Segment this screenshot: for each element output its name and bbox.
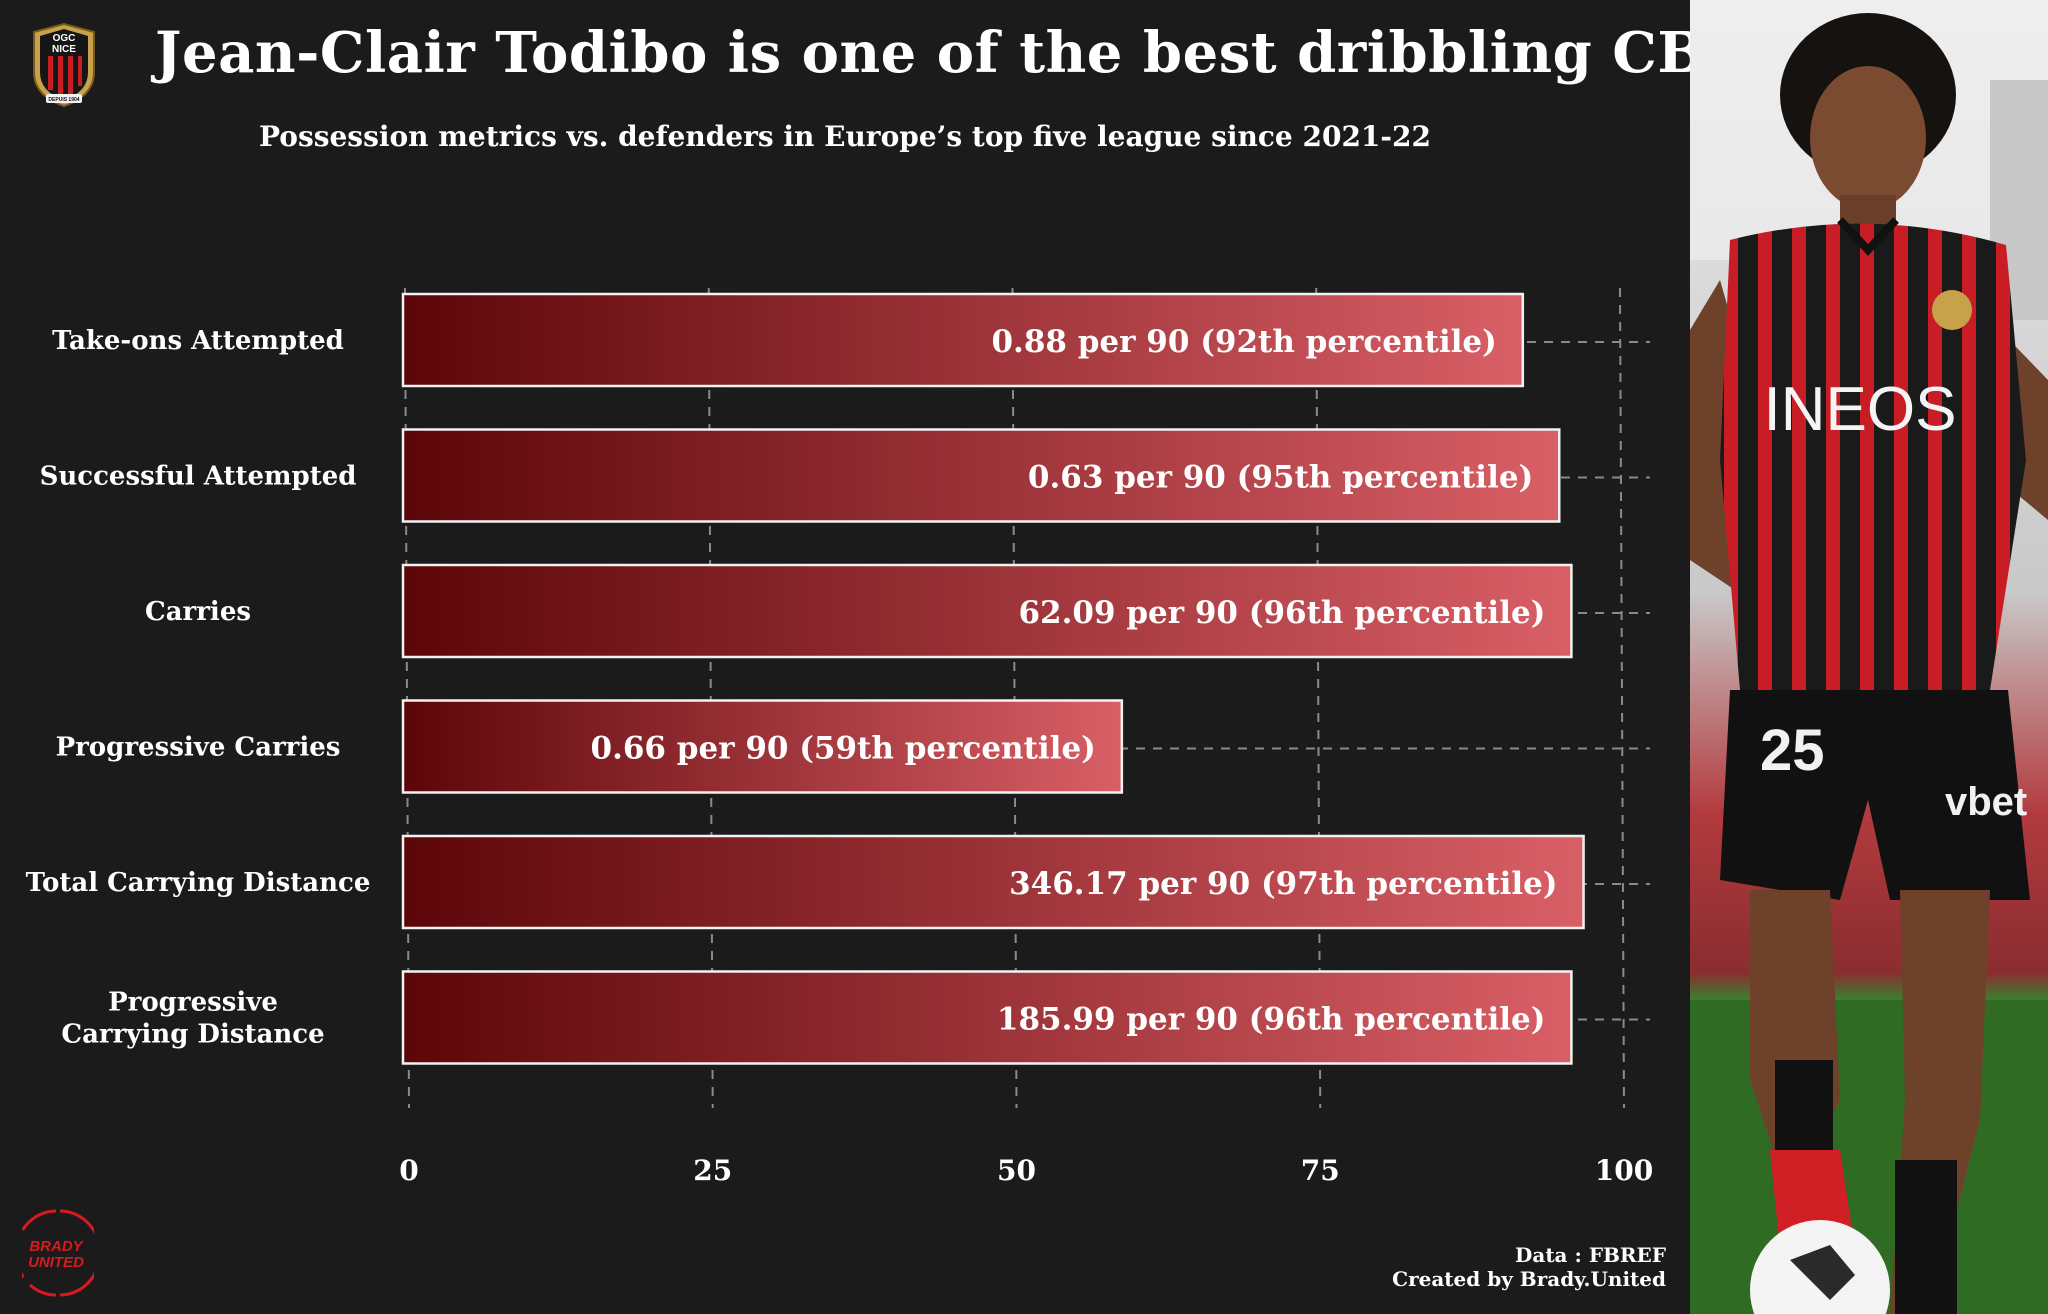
data-source: Data : FBREF — [1515, 1243, 1666, 1267]
category-label: Carries — [145, 597, 251, 627]
bar — [401, 292, 1525, 388]
bar-data-label: 0.66 per 90 (59th percentile) — [591, 731, 1096, 767]
bar-data-label: 185.99 per 90 (96th percentile) — [997, 1002, 1545, 1038]
x-tick-label: 75 — [1301, 1154, 1340, 1187]
badge-text-bottom: NICE — [52, 44, 76, 55]
bar — [401, 834, 1585, 930]
chart-subtitle: Possession metrics vs. defenders in Euro… — [258, 120, 1431, 153]
x-tick-label: 100 — [1595, 1154, 1653, 1187]
bar — [401, 563, 1573, 659]
brand-logo-line2: UNITED — [28, 1254, 84, 1271]
bars: 0.88 per 90 (92th percentile) 0.63 per 90… — [401, 292, 1585, 1065]
category-labels: Take-ons Attempted Successful Attempted Ca… — [26, 326, 371, 1050]
bar — [401, 428, 1561, 523]
player-photo-image: INEOS 25 vbet — [1690, 0, 2048, 1314]
x-tick-label: 25 — [693, 1154, 732, 1187]
category-label: Progressive Carrying Distance — [61, 988, 324, 1050]
shirt-sponsor-text: INEOS — [1764, 375, 1957, 444]
bar-data-label: 0.63 per 90 (95th percentile) — [1028, 460, 1533, 496]
shorts-number-text: 25 — [1760, 718, 1825, 783]
author-credit: Created by Brady.United — [1392, 1267, 1666, 1291]
bar-data-label: 62.09 per 90 (96th percentile) — [1018, 595, 1545, 631]
shorts-sponsor-text: vbet — [1945, 780, 2027, 824]
category-label: Total Carrying Distance — [26, 868, 371, 898]
bar — [401, 970, 1573, 1065]
category-label: Successful Attempted — [40, 462, 357, 492]
badge-ribbon-text: DEPUIS 1904 — [48, 97, 79, 103]
bar-data-label: 346.17 per 90 (97th percentile) — [1009, 866, 1557, 902]
bar — [401, 699, 1124, 794]
badge-text-top: OGC — [53, 33, 76, 44]
x-tick-label: 50 — [997, 1154, 1036, 1187]
x-gridline — [1619, 287, 1625, 1109]
bar-chart: 0.88 per 90 (92th percentile) 0.63 per 90… — [26, 287, 1653, 1187]
brand-logo-line1: BRADY — [29, 1238, 84, 1255]
ogc-nice-badge-icon: OGC NICE DEPUIS 1904 — [33, 22, 95, 108]
credits: Data : FBREF Created by Brady.United — [1392, 1243, 1666, 1291]
category-label: Progressive Carries — [56, 733, 341, 763]
category-label: Take-ons Attempted — [52, 326, 344, 356]
x-axis-tick-labels: 0 25 50 75 100 — [399, 1154, 1653, 1187]
brady-united-logo-icon: BRADY UNITED — [22, 1209, 94, 1297]
chart-title: Jean-Clair Todibo is one of the best dri… — [155, 20, 1706, 86]
x-tick-label: 0 — [399, 1154, 418, 1187]
bar-data-label: 0.88 per 90 (92th percentile) — [991, 324, 1496, 360]
